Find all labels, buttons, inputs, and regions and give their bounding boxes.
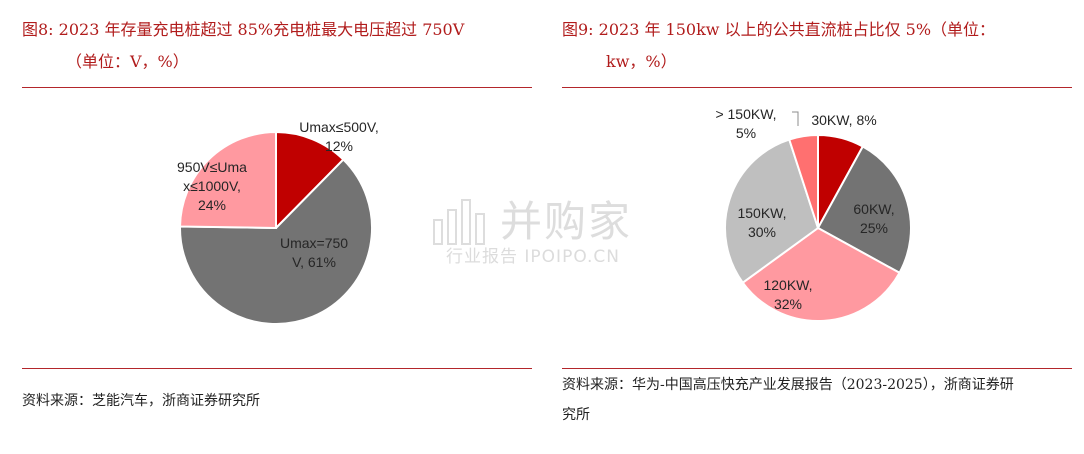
pie-slice-label: Umax≤500V, 12% (299, 119, 379, 154)
figure-9-top-rule (562, 87, 1072, 88)
pie-slice-label: 120KW, 32% (763, 277, 812, 312)
pie-slice (741, 226, 901, 322)
figure-9-source-line2: 究所 (562, 407, 590, 423)
figure-8-source: 资料来源：芝能汽车，浙商证券研究所 (22, 393, 260, 409)
figure-9-source: 资料来源：华为-中国高压快充产业发展报告（2023-2025），浙商证券研 究所 (562, 370, 1072, 430)
pie-slice (724, 138, 820, 285)
figure-9-title-line2: kw，%） (606, 52, 677, 71)
pie-slice-label: 150KW, 30% (737, 205, 786, 240)
pie-slice-label: 950V≤Uma x≤1000V, 24% (177, 159, 247, 213)
pie-slice (275, 130, 345, 231)
pie-slice (179, 158, 373, 325)
pie-slice (816, 145, 912, 275)
pie-slice-label: 30KW, 8% (811, 112, 876, 128)
pie-slice-label: Umax=750 V, 61% (280, 235, 348, 270)
pie-chart-dc-pile-power: 30KW, 8% 60KW, 25% 120KW, 32% 150KW, 30% > 150K… (715, 106, 912, 322)
figure-9-title-line1: 图9: 2023 年 150kw 以上的公共直流桩占比仅 5%（单位： (562, 20, 996, 39)
pie-chart-max-voltage: Umax≤500V, 12% Umax=750 V, 61% 950V≤Uma x≤100… (177, 119, 379, 325)
figure-9-source-line1: 资料来源：华为-中国高压快充产业发展报告（2023-2025），浙商证券研 (562, 377, 1014, 393)
figure-8-title-line2: （单位：V，%） (66, 52, 189, 71)
figure-8-title: 图8: 2023 年存量充电桩超过 85%充电桩最大电压超过 750V （单位：… (22, 14, 542, 78)
figure-9-bottom-rule (562, 368, 1072, 369)
figure-8-top-rule (22, 87, 532, 88)
pie-slice-label: 60KW, 25% (853, 201, 894, 236)
figure-8-title-line1: 图8: 2023 年存量充电桩超过 85%充电桩最大电压超过 750V (22, 20, 465, 39)
figure-9-title: 图9: 2023 年 150kw 以上的公共直流桩占比仅 5%（单位： kw，%… (562, 14, 1072, 78)
pie-slice (788, 133, 819, 229)
figure-8-bottom-rule (22, 368, 532, 369)
label-leader-line (792, 111, 799, 126)
pie-slice (178, 130, 277, 230)
pie-slice-label: > 150KW, 5% (715, 106, 776, 141)
